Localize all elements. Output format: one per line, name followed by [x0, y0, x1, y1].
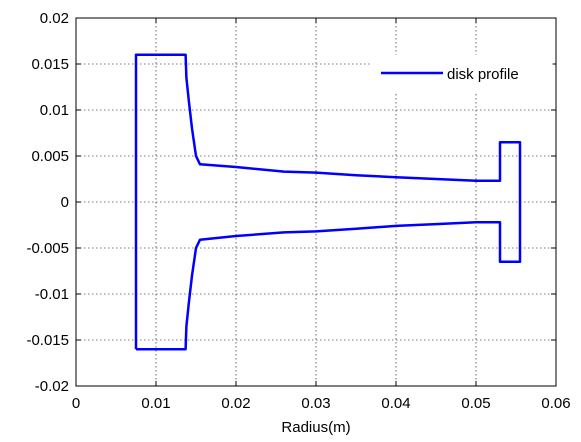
series-line-disk-profile: [134, 53, 522, 351]
series-layer: [134, 53, 522, 351]
y-tick-label: 0.02: [40, 10, 69, 27]
y-tick-label: -0.02: [35, 378, 69, 395]
y-tick-label: -0.005: [26, 240, 69, 257]
legend-label: disk profile: [447, 66, 519, 83]
y-tick-label: 0.015: [31, 56, 69, 73]
x-tick-label: 0.02: [221, 395, 250, 412]
x-tick-labels: 0 0.01 0.02 0.03 0.04 0.05 0.06: [72, 395, 571, 412]
x-axis-title: Radius(m): [281, 419, 350, 436]
x-tick-label: 0.01: [141, 395, 170, 412]
y-tick-label: -0.015: [26, 332, 69, 349]
legend: disk profile: [371, 54, 553, 92]
x-tick-label: 0.05: [461, 395, 490, 412]
y-tick-label: -0.01: [35, 286, 69, 303]
y-tick-labels: 0.02 0.015 0.01 0.005 0 -0.005 -0.01 -0.015 -0.0…: [26, 10, 69, 395]
x-tick-label: 0: [72, 395, 80, 412]
y-tick-label: 0.005: [31, 148, 69, 165]
x-tick-label: 0.03: [301, 395, 330, 412]
y-tick-label: 0: [61, 194, 69, 211]
x-tick-label: 0.06: [541, 395, 570, 412]
x-tick-label: 0.04: [381, 395, 410, 412]
y-tick-label: 0.01: [40, 102, 69, 119]
